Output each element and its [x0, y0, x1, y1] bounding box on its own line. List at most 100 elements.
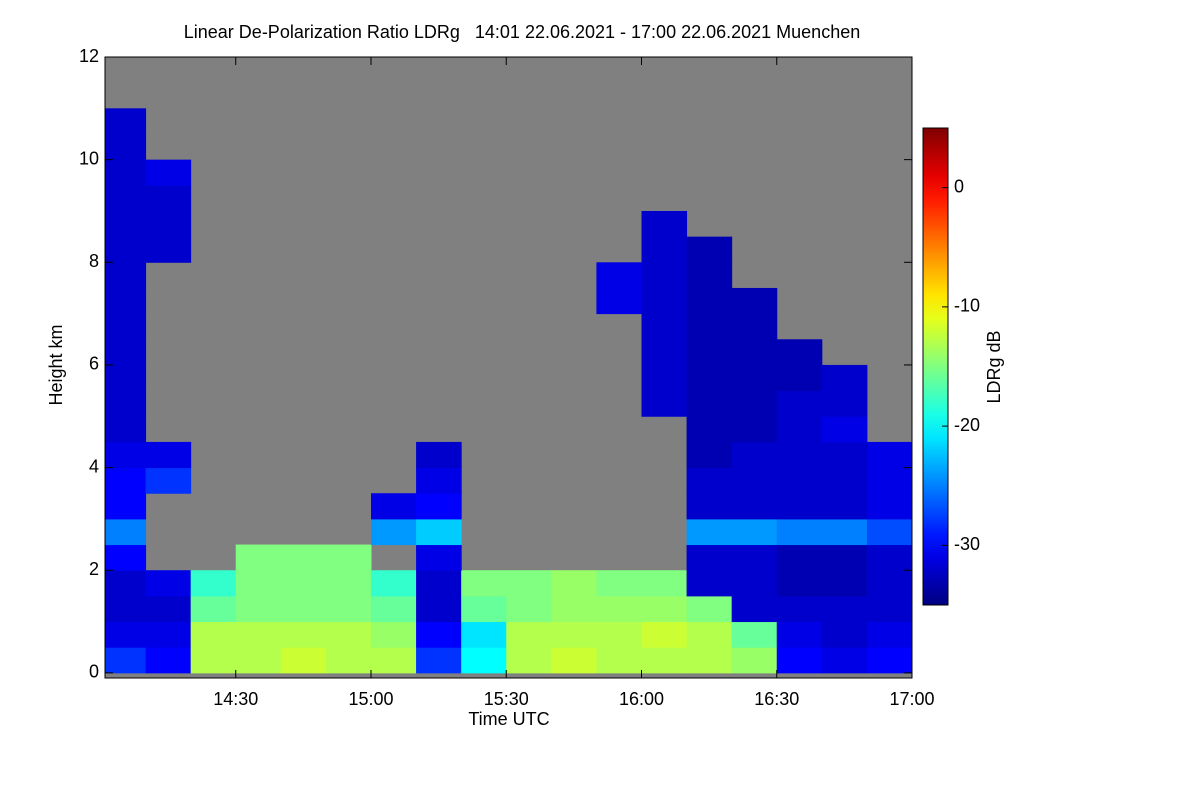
y-tick-label: 12: [79, 46, 99, 66]
heat-cell: [551, 647, 597, 674]
heat-cell: [416, 570, 462, 597]
y-tick-label: 2: [89, 559, 99, 579]
heat-cell: [105, 287, 147, 315]
heat-cell: [686, 236, 733, 263]
heat-cell: [731, 621, 778, 648]
heat-cell: [731, 570, 778, 597]
x-tick-label: 16:00: [619, 689, 664, 709]
heat-cell: [105, 570, 147, 597]
colorbar-tick-label: -10: [954, 296, 980, 316]
heat-cell: [596, 287, 642, 315]
heat-cell: [641, 390, 688, 417]
heat-cell: [686, 570, 733, 597]
heat-cell: [461, 621, 507, 648]
heat-cell: [235, 621, 282, 648]
heat-cell: [821, 518, 868, 546]
heat-cell: [731, 416, 778, 443]
y-axis-label: Height km: [46, 324, 66, 405]
heat-cell: [776, 390, 823, 417]
heat-cell: [190, 647, 237, 674]
heat-cell: [641, 262, 688, 289]
heat-cell: [105, 339, 147, 366]
y-tick-label: 8: [89, 251, 99, 271]
heat-cell: [641, 595, 688, 623]
x-tick-label: 15:30: [484, 689, 529, 709]
heat-cell: [280, 570, 327, 597]
heat-cell: [686, 262, 733, 289]
heat-cell: [596, 262, 642, 289]
heat-cell: [731, 364, 778, 392]
heat-cell: [105, 108, 147, 135]
heat-cell: [370, 595, 417, 623]
heat-cell: [190, 595, 237, 623]
heat-cell: [776, 493, 823, 520]
y-tick-label: 6: [89, 354, 99, 374]
heat-cell: [821, 544, 868, 571]
colorbar-tick-label: -20: [954, 415, 980, 435]
heat-cell: [280, 595, 327, 623]
heat-cell: [105, 441, 147, 469]
heat-cell: [416, 467, 462, 494]
heat-cell: [105, 185, 147, 212]
heat-cell: [686, 313, 733, 340]
heat-cell: [686, 595, 733, 623]
heat-cell: [416, 621, 462, 648]
heat-cell: [776, 339, 823, 366]
heat-cell: [145, 236, 192, 263]
heat-cell: [866, 621, 912, 648]
heat-cell: [776, 621, 823, 648]
heat-cell: [731, 595, 778, 623]
heat-cell: [686, 544, 733, 571]
heat-cell: [105, 210, 147, 238]
heat-cell: [416, 647, 462, 674]
heat-cell: [145, 467, 192, 494]
heat-cell: [235, 544, 282, 571]
heat-cell: [235, 570, 282, 597]
heat-cell: [641, 287, 688, 315]
heat-cell: [105, 390, 147, 417]
heat-cell: [370, 621, 417, 648]
heat-cell: [105, 544, 147, 571]
heat-cell: [731, 518, 778, 546]
heat-cell: [596, 647, 642, 674]
heat-cell: [325, 570, 372, 597]
heat-cell: [105, 621, 147, 648]
heat-cell: [641, 621, 688, 648]
heat-cell: [416, 441, 462, 469]
heat-cell: [686, 390, 733, 417]
heat-cell: [821, 416, 868, 443]
heat-cell: [235, 647, 282, 674]
x-axis-label: Time UTC: [468, 709, 549, 729]
chart-title: Linear De-Polarization Ratio LDRg 14:01 …: [184, 22, 860, 42]
heat-cell: [686, 416, 733, 443]
heat-cell: [866, 493, 912, 520]
heat-cell: [821, 493, 868, 520]
heat-cell: [551, 595, 597, 623]
heat-cell: [776, 595, 823, 623]
colorbar-tick-label: -30: [954, 534, 980, 554]
heat-cell: [370, 647, 417, 674]
heat-cell: [145, 185, 192, 212]
heat-cell: [776, 416, 823, 443]
heat-cell: [776, 467, 823, 494]
x-tick-label: 17:00: [889, 689, 934, 709]
heat-cell: [105, 364, 147, 392]
heat-cell: [325, 647, 372, 674]
heat-cell: [506, 621, 552, 648]
heat-cell: [731, 287, 778, 315]
heat-cell: [776, 441, 823, 469]
heat-cell: [506, 570, 552, 597]
heat-cell: [641, 647, 688, 674]
heat-cell: [190, 570, 237, 597]
heat-cell: [280, 647, 327, 674]
heat-cell: [821, 621, 868, 648]
heat-cell: [731, 390, 778, 417]
heat-cell: [370, 518, 417, 546]
heat-cell: [686, 467, 733, 494]
heat-cell: [731, 313, 778, 340]
heat-cell: [641, 364, 688, 392]
heat-cell: [416, 595, 462, 623]
heat-cell: [821, 390, 868, 417]
heat-cell: [731, 339, 778, 366]
